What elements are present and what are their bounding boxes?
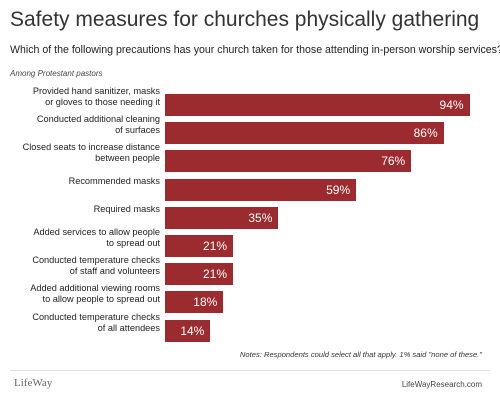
value-label: 18% (193, 295, 218, 310)
bar: 94% (165, 94, 470, 116)
value-label: 14% (180, 323, 205, 338)
divider (10, 370, 490, 371)
population-note: Among Protestant pastors (10, 69, 103, 78)
category-label: Provided hand sanitizer, masks or gloves… (32, 86, 160, 107)
bar: 59% (165, 178, 357, 201)
bar: 21% (165, 235, 234, 257)
footnote: Notes: Respondents could select all that… (239, 350, 482, 359)
value-label: 59% (326, 182, 351, 197)
value-label: 94% (439, 98, 464, 112)
value-label: 21% (203, 267, 228, 282)
category-label: Required masks (93, 204, 160, 215)
category-label: Conducted temperature checks of staff an… (32, 255, 160, 277)
bar: 21% (165, 263, 234, 286)
value-label: 76% (381, 154, 406, 169)
source: LifeWayResearch.com (401, 380, 482, 389)
bar: 86% (165, 122, 444, 145)
category-label: Conducted additional cleaning of surface… (36, 114, 160, 136)
chart-subtitle: Which of the following precautions has y… (10, 44, 500, 56)
category-label: Added additional viewing rooms to allow … (30, 283, 160, 305)
category-label: Added services to allow people to spread… (33, 227, 160, 248)
bar: 76% (165, 150, 412, 173)
bar: 14% (165, 319, 211, 342)
logo: LifeWay (14, 377, 53, 389)
value-label: 86% (413, 126, 438, 141)
category-label: Recommended masks (68, 176, 160, 187)
value-label: 21% (203, 239, 228, 253)
value-label: 35% (248, 210, 273, 225)
chart-title: Safety measures for churches physically … (10, 8, 480, 31)
bar: 18% (165, 291, 224, 314)
bar: 35% (165, 206, 279, 229)
category-label: Conducted temperature checks of all atte… (32, 311, 160, 333)
category-label: Closed seats to increase distance betwee… (22, 142, 160, 164)
